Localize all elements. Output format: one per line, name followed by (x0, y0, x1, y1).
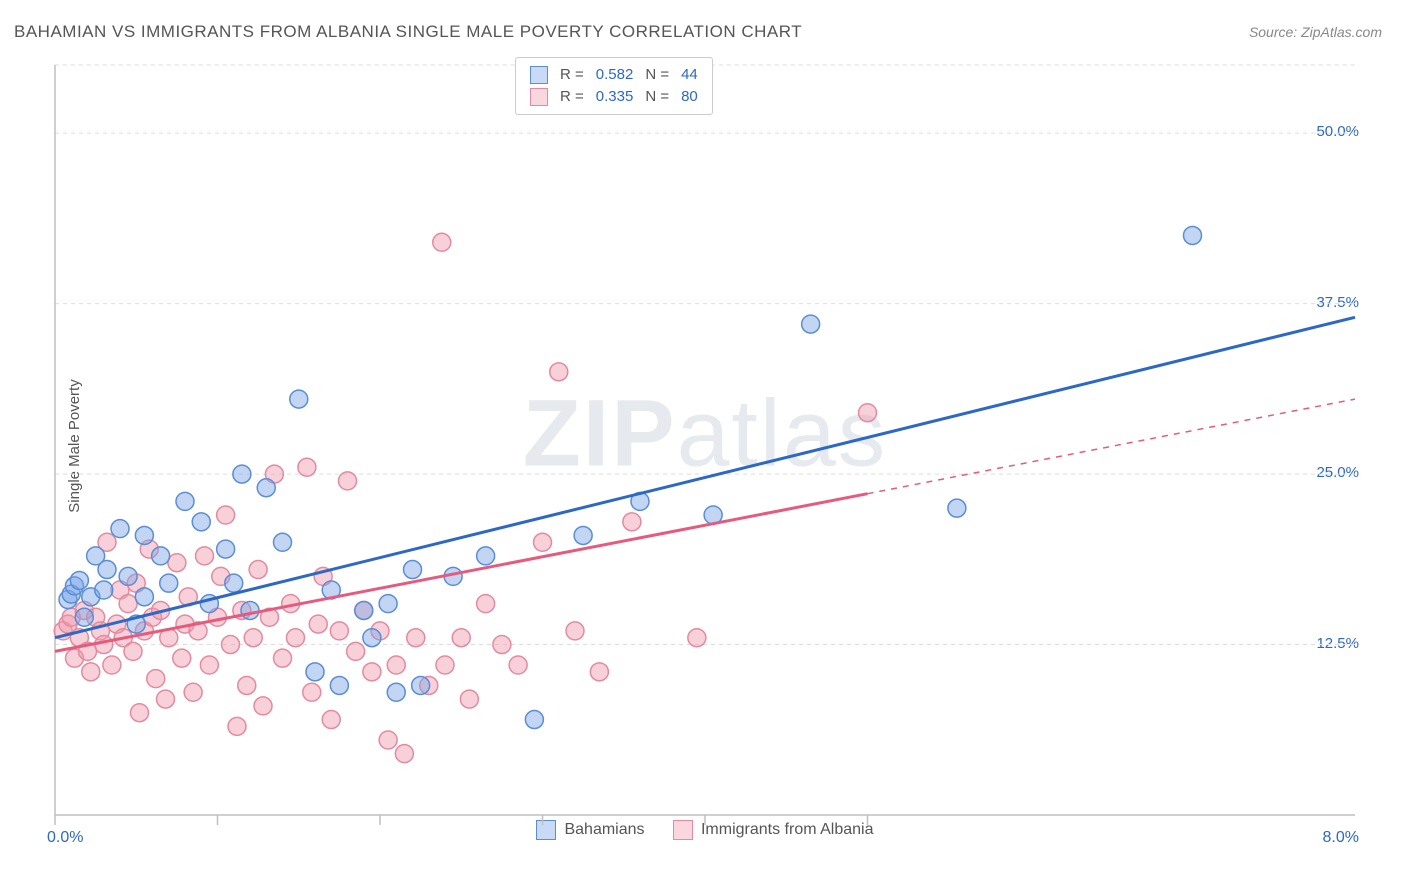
r-label: R = (560, 64, 584, 86)
n-value-bahamians: 44 (681, 64, 698, 86)
swatch-pink-icon (530, 88, 548, 106)
chart-title: BAHAMIAN VS IMMIGRANTS FROM ALBANIA SING… (14, 22, 802, 42)
plot-area: ZIPatlas R = 0.582 N = 44 R = 0.335 N = … (45, 55, 1365, 845)
swatch-blue-icon (530, 66, 548, 84)
stats-row-bahamians: R = 0.582 N = 44 (530, 64, 698, 86)
r-label: R = (560, 86, 584, 108)
chart-container: BAHAMIAN VS IMMIGRANTS FROM ALBANIA SING… (0, 0, 1406, 892)
stats-row-albania: R = 0.335 N = 80 (530, 86, 698, 108)
n-label: N = (645, 86, 669, 108)
r-value-albania: 0.335 (596, 86, 634, 108)
scatter-svg (45, 55, 1365, 845)
source-label: Source: ZipAtlas.com (1249, 24, 1382, 40)
n-value-albania: 80 (681, 86, 698, 108)
stats-legend: R = 0.582 N = 44 R = 0.335 N = 80 (515, 57, 713, 115)
r-value-bahamians: 0.582 (596, 64, 634, 86)
n-label: N = (645, 64, 669, 86)
